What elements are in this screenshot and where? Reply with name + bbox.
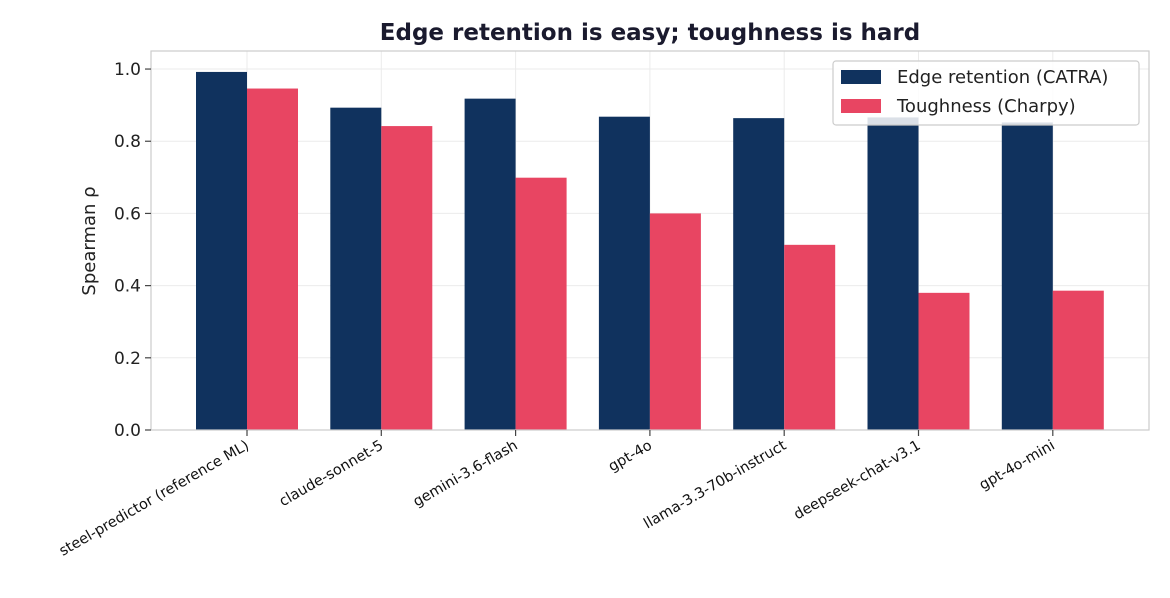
x-tick-label: claude-sonnet-5 (277, 438, 387, 511)
y-tick-label: 0.6 (114, 204, 141, 224)
y-tick-label: 0.2 (114, 349, 141, 369)
y-tick-label: 0.4 (114, 277, 141, 297)
y-axis: 0.0 0.2 0.4 0.6 0.8 1.0 (114, 60, 151, 441)
bar-edge-retention (196, 71, 247, 430)
x-tick-label: gemini-3.6-flash (411, 438, 521, 511)
chart-title: Edge retention is easy; toughness is har… (380, 20, 920, 46)
bar-toughness (784, 244, 836, 430)
bar-edge-retention (1001, 122, 1053, 431)
bars (196, 71, 1104, 431)
bar-toughness (918, 292, 970, 430)
x-tick-label: llama-3.3-70b-instruct (641, 437, 789, 532)
bar-toughness (649, 213, 701, 430)
legend-box (832, 60, 1140, 126)
x-tick-label: deepseek-chat-v3.1 (791, 438, 923, 524)
bar-toughness (247, 88, 298, 430)
legend-label: Toughness (Charpy) (896, 96, 1076, 117)
y-tick-label: 0.0 (114, 421, 141, 441)
legend: Edge retention (CATRA) Toughness (Charpy) (832, 60, 1140, 126)
bar-toughness (1052, 290, 1104, 430)
bar-toughness (381, 126, 433, 430)
bar-edge-retention (867, 117, 919, 431)
bar-edge-retention (330, 107, 382, 430)
bar-toughness (515, 177, 567, 430)
y-tick-label: 0.8 (114, 132, 141, 152)
bar-edge-retention (598, 116, 650, 431)
x-tick-label: gpt-4o-mini (977, 438, 1058, 494)
x-axis: steel-predictor (reference ML) claude-son… (57, 430, 1058, 560)
y-tick-label: 1.0 (114, 60, 141, 80)
legend-swatch (841, 99, 881, 113)
x-tick-label: gpt-4o (606, 438, 655, 476)
legend-swatch (841, 70, 881, 84)
legend-label: Edge retention (CATRA) (897, 67, 1108, 88)
bar-edge-retention (464, 98, 516, 430)
bar-edge-retention (733, 118, 785, 430)
y-axis-label: Spearman ρ (79, 186, 100, 295)
x-tick-label: steel-predictor (reference ML) (57, 438, 252, 560)
